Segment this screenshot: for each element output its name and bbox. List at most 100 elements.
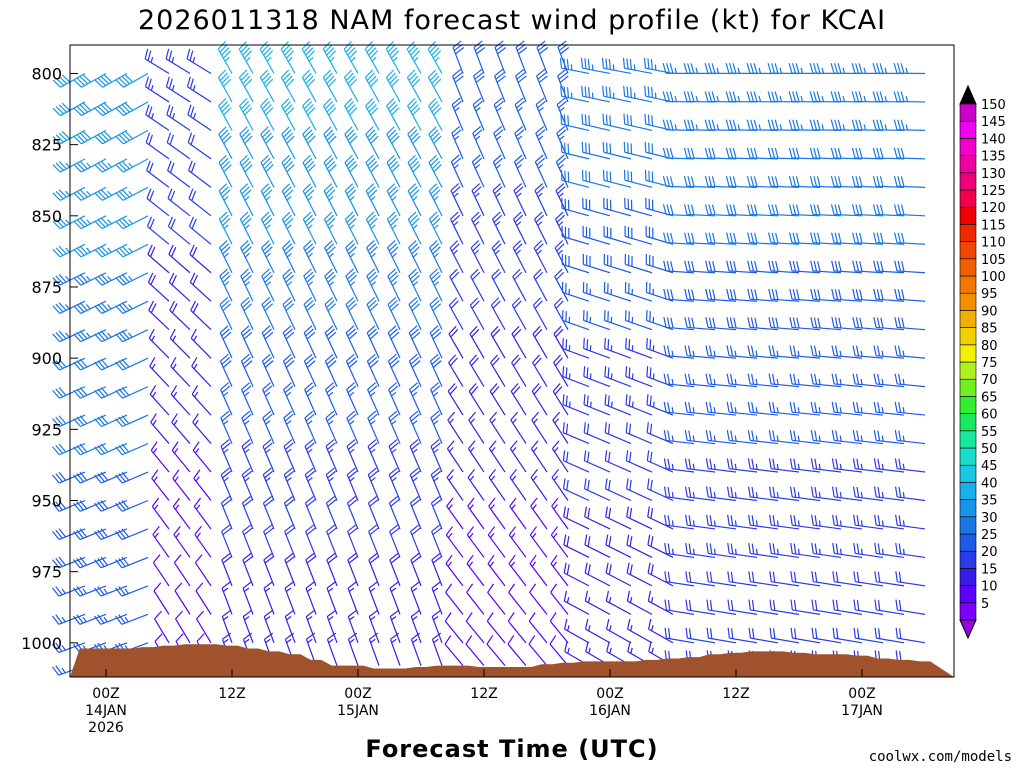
wind-barb [562,422,590,445]
wind-barb [446,440,464,473]
wind-barb [685,599,716,615]
wind-barb [263,524,275,558]
wind-barb [51,613,86,625]
wind-barb [115,101,149,117]
wind-barb [581,169,611,188]
wind-barb [408,240,422,274]
wind-barb [895,542,926,559]
wind-barb [259,41,275,74]
wind-barb [727,627,758,644]
wind-barb [305,609,317,644]
wind-barb [832,542,863,559]
wind-barb [262,467,275,501]
wind-barb [428,126,443,160]
wind-barb [386,183,401,217]
wind-barb [149,356,170,388]
wind-barb [386,154,401,188]
wind-barb [529,583,548,615]
wind-barb [221,609,233,644]
wind-barb [604,450,632,473]
colorbar-label: 75 [981,356,998,371]
y-tick-label: 1000 [21,634,62,653]
wind-barb [153,582,170,615]
wind-barb [584,562,611,587]
wind-barb [73,186,107,201]
wind-barb [663,373,695,388]
wind-barb [241,496,254,530]
wind-barb [165,48,191,74]
wind-barb [549,635,569,666]
wind-barb [410,524,422,558]
wind-barb [347,524,359,558]
wind-barb [427,41,443,74]
wind-barb [261,240,275,274]
wind-barb [529,554,548,587]
wind-barb [281,211,296,245]
wind-barb [893,175,926,188]
wind-barb [726,458,758,473]
wind-barb [451,126,464,160]
wind-barb [853,599,884,615]
wind-barb [684,486,716,502]
wind-barb [446,468,464,501]
wind-barb [302,126,317,160]
wind-barb [305,552,317,587]
colorbar-swatch [959,103,977,122]
wind-barb [563,562,590,587]
wind-barb [582,197,611,217]
wind-barb [549,612,569,644]
colorbar-swatch [959,258,977,277]
wind-barb [705,260,737,274]
wind-barb [284,552,296,587]
wind-barb [624,225,653,245]
colorbar-swatch [959,189,977,208]
wind-barb [326,609,338,644]
wind-barb [556,126,569,160]
wind-barb [408,268,422,302]
wind-barb [810,260,842,274]
wind-barb [429,240,443,274]
colorbar-swatch [959,585,977,604]
wind-barb [853,571,884,587]
wind-barb [429,268,443,302]
wind-barb [789,458,821,473]
wind-barb [346,496,359,530]
wind-barb [346,439,359,473]
colorbar-label: 45 [981,459,998,474]
wind-barb [240,353,254,387]
wind-barb [367,382,380,416]
wind-barb [490,325,506,359]
wind-barb [726,317,758,331]
wind-barb [115,72,149,88]
colorbar-swatch [959,292,977,311]
colorbar-swatch [959,430,977,449]
wind-barb [663,486,695,502]
wind-barb [448,354,464,387]
wind-barb [410,609,422,644]
wind-barb [346,467,359,501]
wind-barb [514,126,527,160]
wind-barb [304,439,317,473]
wind-barb [727,599,758,615]
wind-barb [467,497,485,530]
wind-barb [705,345,737,359]
wind-barb [513,211,527,245]
colorbar-label: 120 [981,201,1006,216]
wind-barb [172,469,191,501]
wind-barb [364,69,380,103]
wind-barb [470,240,485,274]
wind-barb [407,126,422,160]
wind-barb [582,225,611,245]
wind-barb [260,97,275,131]
wind-barb [282,240,296,274]
wind-barb [242,524,254,558]
wind-barb [305,524,317,558]
y-tick-label: 850 [31,207,62,226]
wind-barb [872,204,905,217]
wind-barb [365,183,380,217]
wind-barb [304,467,317,501]
wind-barb [367,467,380,501]
wind-barb [561,225,590,245]
wind-barb [647,618,674,644]
